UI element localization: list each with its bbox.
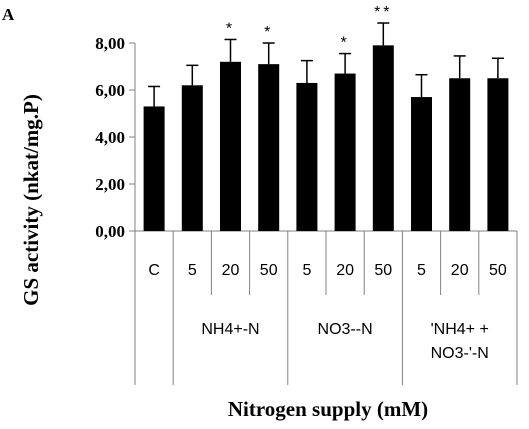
significance-mark: * <box>340 35 349 52</box>
bar <box>334 73 356 231</box>
category-label: 5 <box>188 262 197 279</box>
group-label: 'NH4+ + <box>431 321 489 338</box>
y-tick-label: 0,00 <box>95 222 125 241</box>
category-label: 50 <box>374 262 392 279</box>
y-tick-label: 2,00 <box>95 175 125 194</box>
panel-label: A <box>2 5 15 24</box>
plot-area: 0,00 2,00 4,00 6,00 8,00 C 5 * 20 * 50 5 * 20 ** 50 5 20 5… <box>95 4 518 385</box>
group-label: NO3-'-N <box>431 345 489 362</box>
category-label: 5 <box>417 262 426 279</box>
category-label: 50 <box>260 262 278 279</box>
bar <box>372 45 394 231</box>
bar <box>487 78 509 231</box>
category-label: 50 <box>489 262 507 279</box>
y-axis-title: GS activity (nkat/mg.P) <box>19 94 43 306</box>
category-label: 20 <box>451 262 469 279</box>
bar <box>258 64 280 232</box>
category-label: 5 <box>302 262 311 279</box>
y-tick-label: 4,00 <box>95 128 125 147</box>
category-label: 20 <box>336 262 354 279</box>
group-label: NH4+-N <box>201 321 259 338</box>
group-label: NO3--N <box>318 321 373 338</box>
bar <box>220 61 241 231</box>
significance-mark: * <box>264 24 273 41</box>
bar <box>449 78 471 231</box>
x-axis-title: Nitrogen supply (mM) <box>228 397 428 421</box>
category-label: C <box>148 262 160 279</box>
category-label: 20 <box>222 262 240 279</box>
bar <box>411 97 432 231</box>
bar <box>296 82 318 231</box>
significance-mark: * <box>226 20 235 37</box>
y-tick-label: 6,00 <box>95 81 125 100</box>
bar <box>143 106 165 231</box>
bar <box>181 85 203 231</box>
y-tick-label: 8,00 <box>95 34 125 53</box>
significance-mark: ** <box>374 4 392 21</box>
